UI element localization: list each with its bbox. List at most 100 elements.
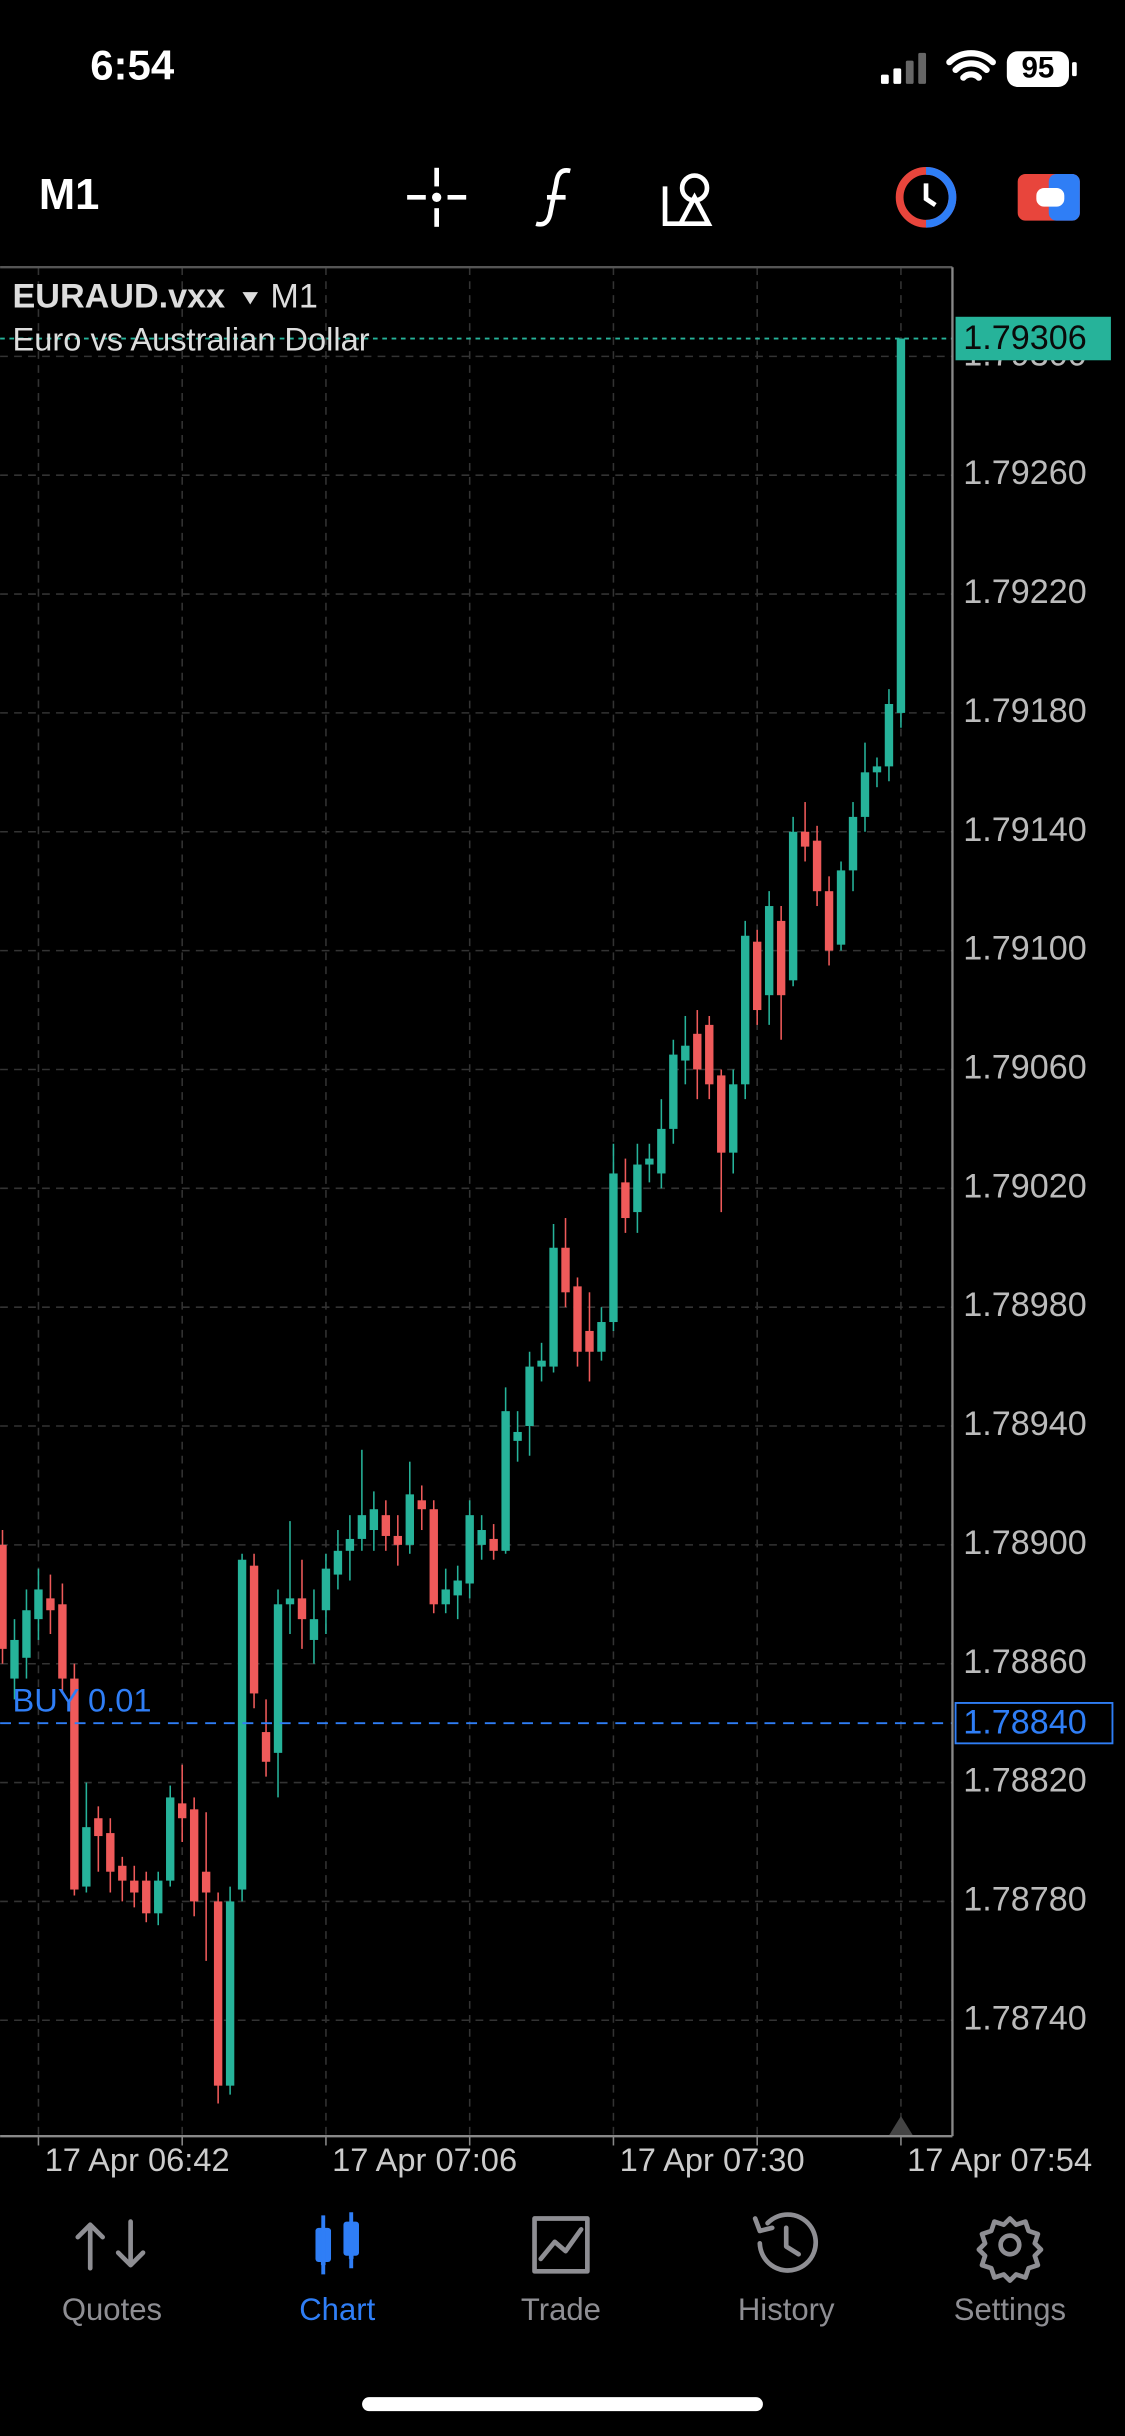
tab[interactable]: Trade	[521, 2216, 601, 2327]
tab-icon	[532, 2216, 590, 2274]
candle-body	[741, 935, 750, 1085]
trade-button[interactable]	[1017, 174, 1080, 221]
candle-body	[201, 1871, 211, 1893]
candle-body	[393, 1535, 403, 1545]
candle-body	[585, 1330, 594, 1352]
candle-body	[417, 1500, 426, 1510]
tab-label: Trade	[521, 2292, 601, 2327]
home-indicator	[362, 2397, 763, 2412]
current-price-box	[955, 316, 1111, 361]
candle-body	[405, 1494, 414, 1545]
crosshair-button[interactable]	[407, 167, 467, 227]
y-tick-label: 1.78820	[963, 1762, 1086, 1800]
candle-body	[657, 1128, 666, 1174]
y-tick-label: 1.78780	[963, 1880, 1086, 1918]
x-tick-label: 17 Apr 07:30	[620, 2141, 805, 2178]
last-bar-marker	[888, 2115, 914, 2137]
candle-body	[213, 1901, 223, 2086]
candle-body	[764, 906, 774, 996]
candle-body	[525, 1366, 534, 1427]
battery-tip	[1072, 62, 1077, 77]
candle-body	[70, 1678, 79, 1890]
y-tick-label: 1.78740	[963, 1999, 1086, 2037]
candle-body	[633, 1164, 642, 1213]
tab[interactable]: History	[738, 2212, 835, 2327]
tab-icon	[752, 2212, 819, 2273]
objects-button[interactable]	[662, 173, 713, 227]
candle-body	[333, 1550, 343, 1575]
y-tick-label: 1.79100	[963, 930, 1086, 968]
candle-body	[489, 1538, 498, 1551]
candle-body	[549, 1247, 558, 1367]
candle-body	[22, 1610, 31, 1658]
candle-body	[249, 1565, 259, 1694]
candle-body	[94, 1818, 103, 1837]
timeframe-button[interactable]: M1	[39, 171, 99, 219]
candle-body	[896, 338, 906, 713]
candle-body	[441, 1589, 450, 1605]
symbol-dropdown[interactable]	[242, 292, 258, 305]
y-tick-label: 1.79060	[963, 1048, 1086, 1086]
tab-icon	[75, 2219, 146, 2271]
candle-body	[705, 1024, 714, 1085]
candle-body	[321, 1568, 331, 1611]
candle-body	[0, 1544, 7, 1649]
candle-body	[729, 1084, 738, 1153]
clock: 6:54	[90, 41, 175, 88]
candle-body	[381, 1515, 391, 1536]
tab[interactable]: Chart	[299, 2212, 376, 2327]
candle-body	[537, 1360, 546, 1367]
candle-body	[501, 1411, 510, 1551]
candle-body	[872, 766, 882, 773]
y-tick-label: 1.78860	[963, 1643, 1086, 1681]
candle-body	[800, 831, 810, 847]
wifi	[946, 50, 996, 81]
chart-area[interactable]	[0, 267, 953, 2137]
tab-icon	[976, 2216, 1044, 2283]
tab-label: History	[738, 2292, 835, 2327]
x-tick-label: 17 Apr 07:54	[907, 2141, 1092, 2178]
battery-level: 95	[1021, 52, 1054, 85]
candle-body	[345, 1538, 355, 1551]
candle-body	[225, 1901, 235, 2086]
y-tick-label: 1.79140	[963, 811, 1086, 849]
candle-body	[752, 941, 762, 1011]
tab[interactable]: Quotes	[62, 2219, 162, 2327]
candle-body	[46, 1598, 55, 1611]
tab-label: Settings	[954, 2292, 1066, 2327]
candle-body	[513, 1431, 522, 1441]
candle-body	[848, 816, 858, 871]
y-tick-label: 1.78900	[963, 1524, 1086, 1562]
candle-body	[369, 1509, 379, 1531]
candle-body	[309, 1619, 319, 1640]
y-tick-label: 1.79220	[963, 573, 1086, 611]
order-price-box	[954, 1702, 1114, 1745]
candle-body	[142, 1880, 151, 1914]
candle-body	[884, 703, 894, 767]
chart-timeframe: M1	[270, 277, 317, 315]
candle-body	[573, 1286, 582, 1352]
symbol[interactable]: EURAUD.vxx	[13, 277, 226, 315]
order-label[interactable]: BUY 0.01	[13, 1682, 152, 1719]
candle-body	[237, 1559, 247, 1890]
candle-body	[177, 1803, 187, 1819]
candle-body	[58, 1604, 67, 1679]
candle-body	[82, 1827, 91, 1887]
tab[interactable]: Settings	[954, 2216, 1066, 2327]
candle-body	[429, 1509, 438, 1605]
candle-body	[477, 1530, 486, 1545]
candle-body	[669, 1054, 678, 1129]
candle-body	[788, 831, 798, 981]
x-tick-label: 17 Apr 07:06	[332, 2141, 517, 2178]
candle-body	[118, 1865, 127, 1881]
candle-body	[261, 1732, 271, 1762]
indicators-button[interactable]	[535, 168, 571, 227]
candle-body	[465, 1515, 474, 1584]
candle-body	[836, 870, 846, 945]
one-click-trading-button[interactable]	[895, 167, 957, 228]
candle-body	[597, 1322, 606, 1352]
order-price-label: 1.78840	[963, 1704, 1086, 1742]
candle-body	[609, 1173, 618, 1323]
